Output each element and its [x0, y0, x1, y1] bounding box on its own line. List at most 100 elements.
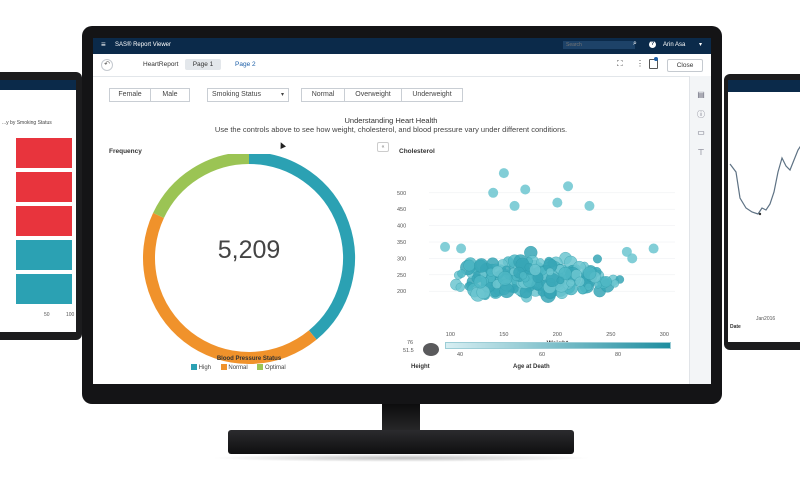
age-gradient-bar[interactable]	[445, 342, 671, 349]
scatter-point	[611, 279, 619, 288]
scatter-point	[498, 168, 509, 179]
scatter-point	[627, 253, 638, 264]
y-tick-label: 400	[397, 224, 406, 230]
cholesterol-scatter-chart: 200250300350400450500100150200250300Weig…	[397, 168, 675, 346]
undo-icon[interactable]: ↶	[101, 59, 113, 71]
legend-label-high: High	[198, 365, 212, 371]
scatter-point	[499, 283, 515, 299]
monitor-neck	[382, 404, 420, 434]
expand-icon[interactable]: ⛶	[617, 59, 623, 68]
legend-swatch-optimal	[257, 364, 264, 370]
comment-icon[interactable]: ▭	[697, 128, 705, 137]
left-bar	[16, 138, 72, 168]
right-monitor-topbar	[728, 80, 800, 92]
scatter-point	[440, 241, 451, 252]
y-tick-label: 250	[397, 273, 406, 279]
scatter-point	[536, 258, 545, 267]
scatter-point	[584, 200, 595, 211]
donut-slice-normal[interactable]	[143, 212, 317, 364]
collapse-panel-button[interactable]: «	[377, 142, 389, 152]
right-line-chart	[729, 145, 800, 216]
donut-slice-high[interactable]	[248, 154, 355, 340]
right-monitor-screen: Jan2016 Date	[728, 80, 800, 342]
age-tick: 60	[539, 352, 546, 358]
close-button[interactable]: Close	[667, 59, 703, 72]
left-tick: 100	[66, 312, 75, 318]
right-tick: Jan2016	[756, 316, 776, 322]
chevron-down-icon: ▾	[280, 92, 284, 98]
smoking-status-select[interactable]: Smoking Status ▾	[207, 88, 289, 102]
more-options-icon[interactable]: ⋮	[636, 59, 644, 68]
chevron-down-icon[interactable]: ▾	[699, 42, 703, 48]
scatter-point	[509, 200, 520, 211]
left-monitor-screen: ...y by Smoking Status 50 100	[0, 80, 76, 332]
filter-icon[interactable]: ⊤	[697, 148, 705, 157]
height-slider-handle[interactable]	[423, 343, 439, 356]
main-screen: ≡ SAS® Report Viewer ⌕ ? Arin Asa ▾ ↶ He…	[93, 38, 711, 384]
y-tick-label: 450	[397, 207, 406, 213]
report-toolbar: ↶ HeartReport Page 1 Page 2 ⛶ ⋮ Close	[93, 54, 711, 77]
info-icon[interactable]: ⓘ	[697, 110, 705, 119]
left-monitor-title: ...y by Smoking Status	[2, 120, 52, 126]
legend-swatch-high	[191, 364, 197, 370]
frequency-donut-chart	[143, 154, 355, 364]
donut-slice-optimal[interactable]	[153, 154, 250, 219]
notifications-icon[interactable]	[649, 59, 658, 69]
filter-overweight[interactable]: Overweight	[344, 88, 402, 102]
legend-title: Blood Pressure Status	[216, 356, 282, 362]
tab-page-1[interactable]: Page 1	[185, 59, 221, 70]
x-tick-label: 100	[446, 332, 455, 338]
scatter-point	[488, 187, 499, 198]
scatter-point	[463, 259, 476, 272]
hamburger-icon[interactable]: ≡	[101, 40, 106, 49]
scatter-point	[456, 243, 467, 254]
right-series-line	[729, 145, 800, 215]
scatter-point	[563, 181, 574, 192]
legend-label-optimal: Optimal	[265, 365, 286, 371]
mouse-cursor-icon	[278, 141, 286, 149]
left-tick: 50	[44, 312, 50, 318]
scatter-point	[558, 266, 572, 280]
app-bar: ≡ SAS® Report Viewer ⌕ ? Arin Asa ▾	[93, 38, 711, 54]
scatter-point	[474, 258, 489, 273]
help-icon[interactable]: ?	[649, 41, 656, 48]
age-tick: 40	[457, 352, 464, 358]
height-tick: 76	[407, 340, 414, 346]
frequency-title: Frequency	[109, 148, 142, 155]
donut-center-value: 5,209	[217, 236, 281, 264]
scatter-point	[566, 278, 575, 288]
cholesterol-label: Cholesterol	[399, 148, 435, 155]
scatter-point	[593, 254, 602, 264]
smoking-status-value: Smoking Status	[212, 91, 262, 98]
report-name: HeartReport	[143, 61, 179, 68]
scatter-point	[457, 269, 466, 278]
search-input[interactable]	[563, 41, 635, 49]
scatter-point	[574, 276, 585, 287]
y-tick-label: 500	[397, 191, 406, 197]
report-subtitle: Use the controls above to see how weight…	[214, 125, 568, 134]
filter-female[interactable]: Female	[109, 88, 151, 102]
tab-page-2[interactable]: Page 2	[235, 61, 256, 68]
scatter-point	[473, 275, 487, 289]
scatter-point	[584, 283, 593, 291]
filter-male[interactable]: Male	[150, 88, 190, 102]
right-axis-label: Date	[730, 324, 741, 330]
monitor-shadow	[210, 454, 592, 462]
search-icon[interactable]: ⌕	[633, 40, 637, 47]
x-tick-label: 250	[606, 332, 615, 338]
user-name[interactable]: Arin Asa	[663, 42, 686, 48]
filter-normal[interactable]: Normal	[301, 88, 345, 102]
filter-underweight[interactable]: Underweight	[401, 88, 463, 102]
scatter-point	[648, 243, 659, 254]
data-icon[interactable]: ▤	[697, 90, 705, 99]
scatter-point	[520, 184, 531, 195]
scatter-point	[556, 276, 565, 285]
left-bar	[16, 206, 72, 236]
legend-swatch-normal	[220, 364, 227, 370]
scatter-point	[529, 264, 541, 276]
y-tick-label: 350	[397, 240, 406, 246]
height-label: Height	[411, 364, 430, 370]
height-tick: 51.5	[403, 348, 414, 354]
scatter-point	[583, 266, 597, 280]
report-title: Understanding Heart Health	[344, 116, 438, 125]
